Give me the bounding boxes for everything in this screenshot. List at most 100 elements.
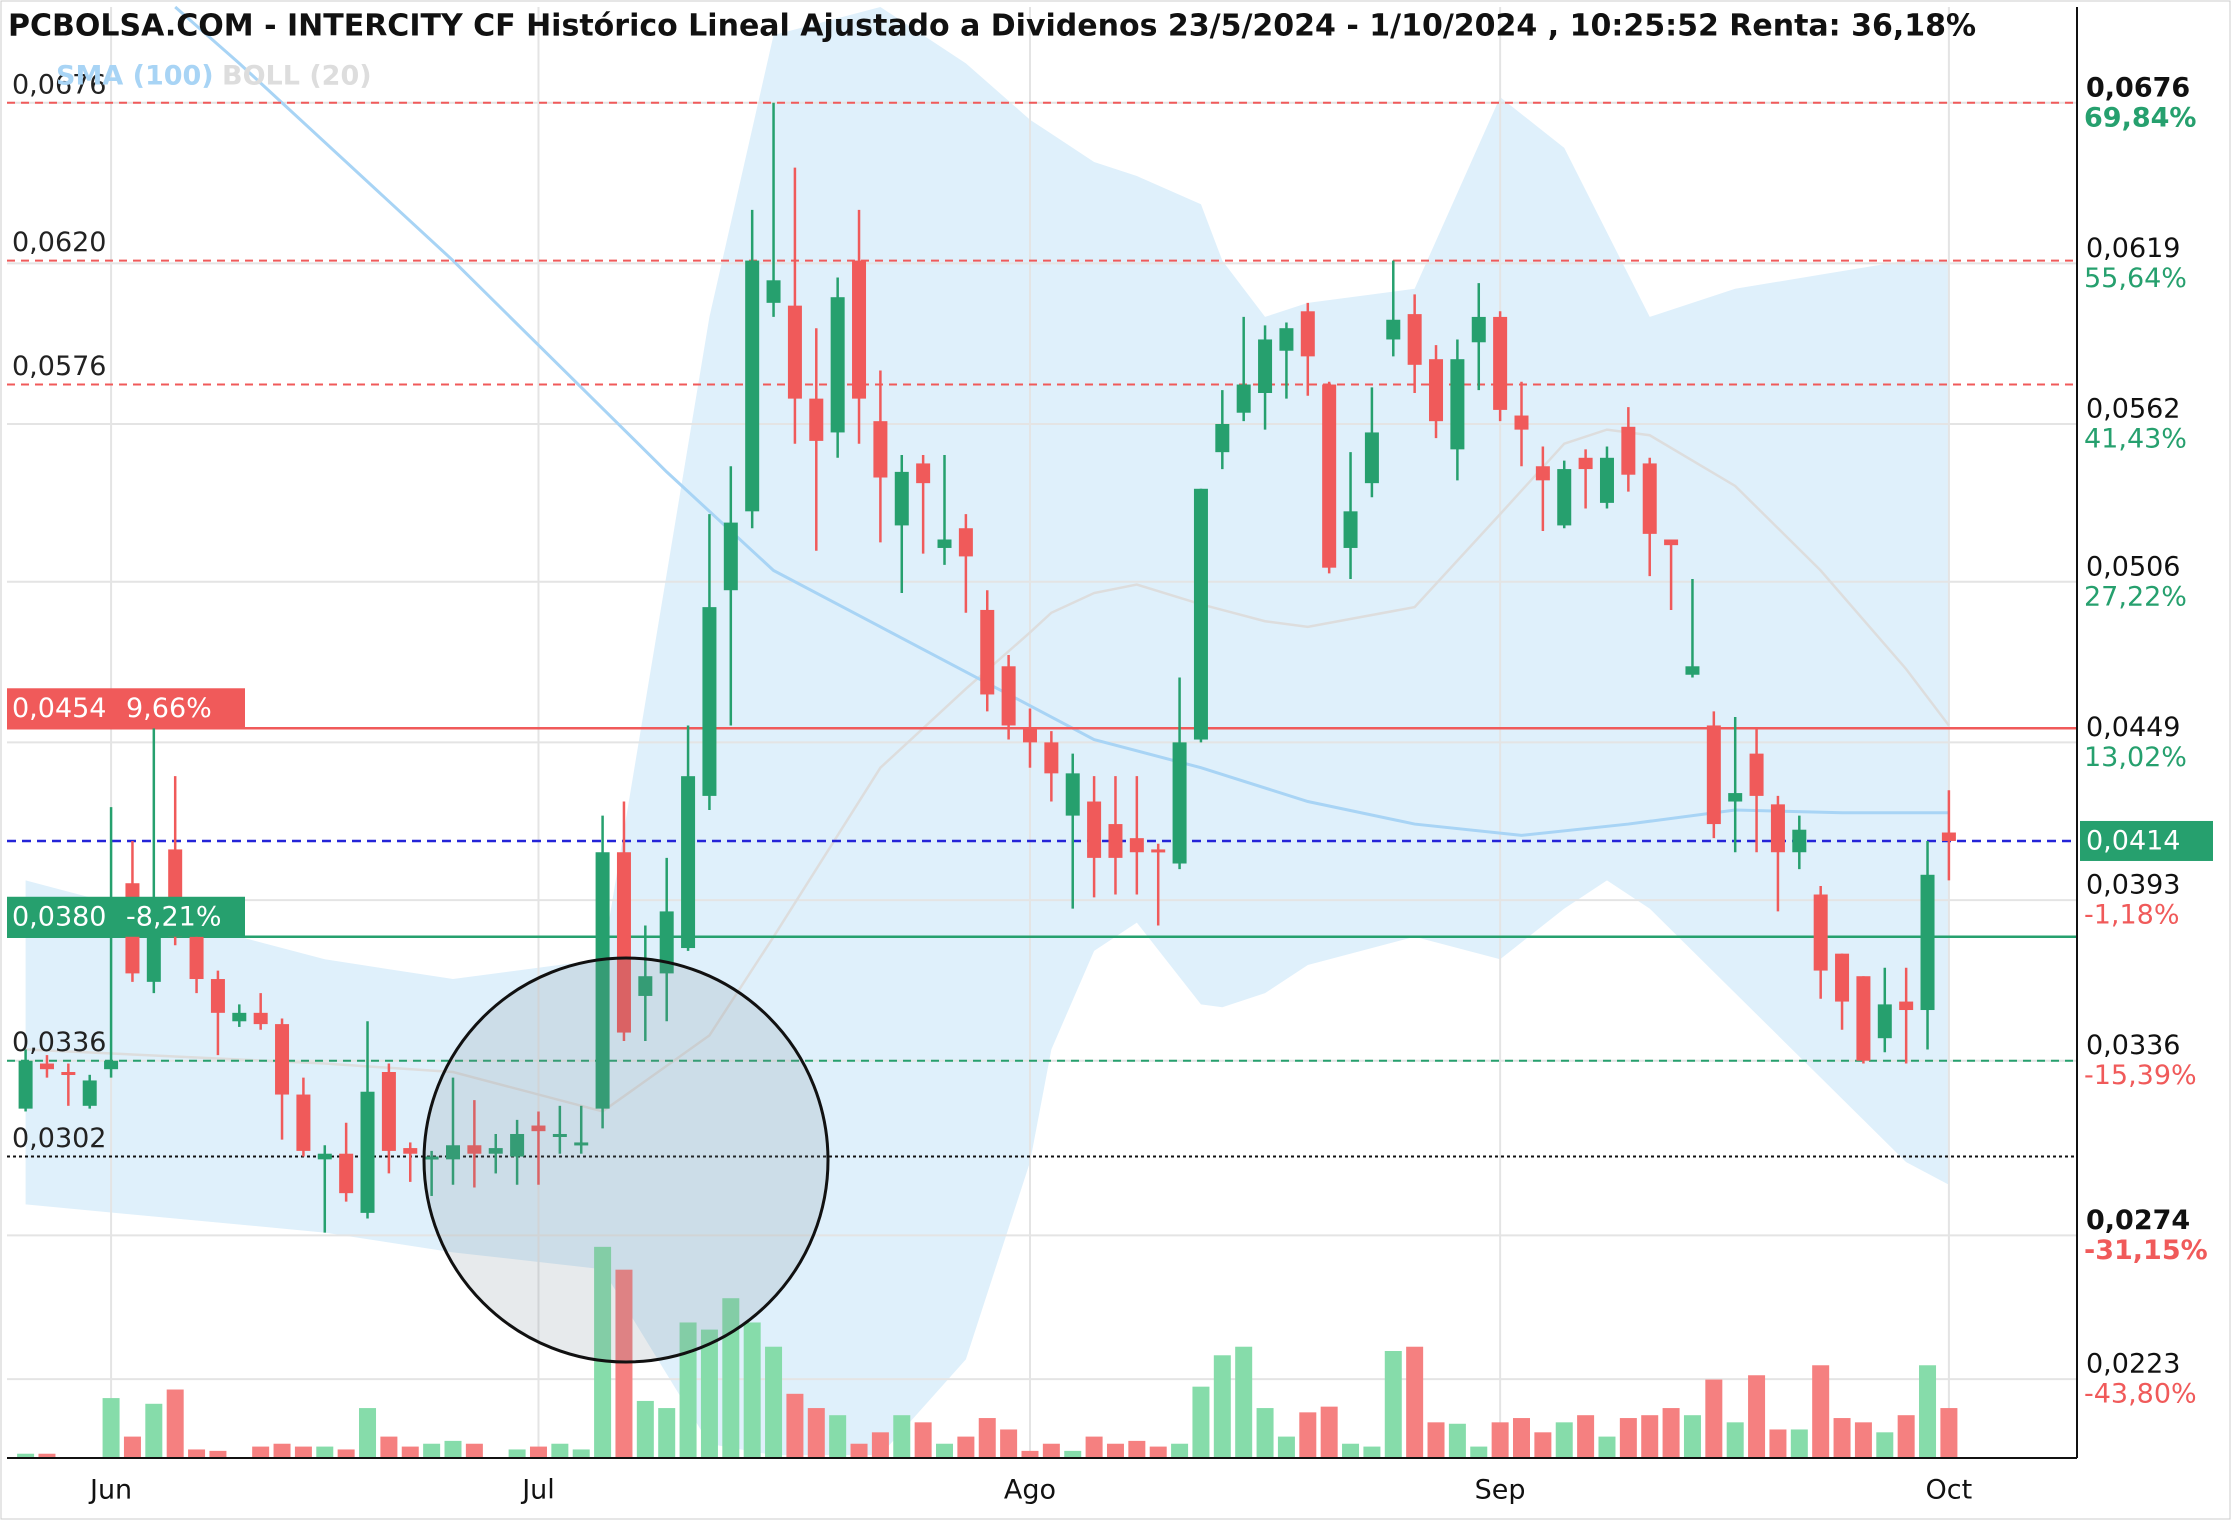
- price-line-change: 9,66%: [126, 693, 212, 724]
- candle-body: [381, 1072, 396, 1151]
- volume-bar: [508, 1449, 526, 1458]
- y-tick-change: -31,15%: [2084, 1235, 2208, 1266]
- level-label: 0,0676: [12, 69, 106, 100]
- candle-body: [1792, 829, 1807, 853]
- candle-body: [1108, 824, 1123, 858]
- candle-body: [702, 607, 717, 796]
- volume-bar: [1106, 1443, 1124, 1458]
- volume-bar: [1790, 1429, 1808, 1458]
- candle-body: [1429, 359, 1444, 422]
- volume-bar: [1427, 1422, 1445, 1458]
- volume-bar: [850, 1443, 868, 1458]
- volume-bar: [17, 1453, 35, 1458]
- volume-bar: [188, 1449, 206, 1458]
- volume-bar: [1384, 1351, 1402, 1458]
- sma-line: [174, 5, 1949, 837]
- volume-bar: [1705, 1379, 1723, 1458]
- y-tick-change: -15,39%: [2084, 1060, 2197, 1091]
- candle-body: [1877, 1004, 1892, 1039]
- y-tick-change: -1,18%: [2084, 900, 2180, 931]
- candle-body: [1920, 874, 1935, 1011]
- candle-body: [1193, 488, 1208, 740]
- candle-body: [787, 305, 802, 399]
- price-line-box: [7, 688, 245, 729]
- candle-body: [1279, 328, 1294, 351]
- overlay-layer: 0,067669,84%0,061955,64%0,056241,43%0,05…: [7, 61, 2213, 1506]
- volume-bar: [1448, 1423, 1466, 1458]
- volume-bar: [572, 1449, 590, 1458]
- candle-body: [745, 260, 760, 512]
- volume-bar: [679, 1322, 697, 1458]
- y-tick-change: 55,64%: [2084, 263, 2187, 294]
- volume-bar: [936, 1443, 954, 1458]
- candle-body: [809, 398, 824, 441]
- volume-bar: [1363, 1446, 1381, 1458]
- volume-bar: [380, 1436, 398, 1458]
- volume-bar: [1299, 1412, 1317, 1458]
- volume-bar: [1213, 1355, 1231, 1458]
- volume-bar: [893, 1415, 911, 1458]
- candle-body: [916, 463, 931, 484]
- volume-bar: [1619, 1418, 1637, 1458]
- candle-body: [1129, 838, 1144, 853]
- volume-bar: [1171, 1443, 1189, 1458]
- candle-body: [1407, 314, 1422, 365]
- candle-body: [446, 1145, 460, 1160]
- volume-bar: [337, 1449, 355, 1458]
- volume-bar: [1769, 1429, 1787, 1458]
- candle-body: [82, 1080, 97, 1106]
- y-tick-change: 69,84%: [2084, 102, 2196, 133]
- volume-bar: [529, 1446, 547, 1458]
- volume-bar: [1277, 1436, 1295, 1458]
- y-tick-change: 41,43%: [2084, 423, 2187, 454]
- volume-bar: [359, 1408, 377, 1458]
- candle-body: [595, 852, 610, 1109]
- x-tick-label: Sep: [1475, 1475, 1526, 1506]
- legend-boll: BOLL (20): [222, 61, 372, 92]
- candle-body: [1899, 1001, 1914, 1011]
- volume-bar: [1064, 1450, 1082, 1458]
- volume-bar: [1641, 1415, 1659, 1458]
- candle-body: [723, 522, 738, 591]
- candle-body: [1728, 793, 1743, 802]
- volume-bar: [722, 1298, 740, 1458]
- candle-body: [1151, 849, 1166, 853]
- y-tick-label: 0,0274: [2086, 1205, 2190, 1236]
- candle-body: [958, 528, 973, 557]
- candle-body: [980, 609, 995, 695]
- bollinger-band: [25, 7, 1949, 1456]
- candle-body: [659, 911, 674, 974]
- volume-bar: [743, 1322, 761, 1458]
- y-tick-label: 0,0336: [2086, 1030, 2180, 1061]
- y-tick-change: 13,02%: [2084, 742, 2187, 773]
- candle-body: [317, 1153, 332, 1160]
- candle-body: [1664, 539, 1679, 546]
- candle-body: [1087, 801, 1102, 858]
- candle-body: [1450, 359, 1465, 450]
- x-tick-label: Jul: [520, 1475, 555, 1506]
- y-tick-change: -43,80%: [2084, 1379, 2197, 1410]
- volume-bar: [1876, 1432, 1894, 1458]
- chart-title: PCBOLSA.COM - INTERCITY CF Histórico Lin…: [8, 9, 1976, 44]
- volume-bar: [1406, 1346, 1424, 1458]
- candle-body: [852, 260, 867, 399]
- price-line-label: 0,0380: [12, 901, 106, 932]
- candle-body: [1343, 511, 1358, 548]
- volume-bar: [1598, 1436, 1616, 1458]
- x-tick-label: Oct: [1926, 1475, 1973, 1506]
- candle-body: [1258, 339, 1273, 393]
- legend-sma: SMA (100): [56, 61, 214, 92]
- candle-body: [552, 1133, 567, 1137]
- y-tick-label: 0,0393: [2086, 870, 2180, 901]
- volume-bar: [1235, 1346, 1253, 1458]
- volume-bar: [829, 1415, 847, 1458]
- volume-bar: [1812, 1365, 1830, 1458]
- volume-bar: [1897, 1415, 1915, 1458]
- volume-bar: [401, 1446, 419, 1458]
- candle-body: [1215, 423, 1230, 453]
- volume-bar: [594, 1246, 612, 1458]
- candle-body: [1706, 725, 1721, 825]
- candle-body: [1471, 316, 1486, 343]
- candle-body: [1065, 773, 1080, 816]
- volume-bar: [273, 1443, 291, 1458]
